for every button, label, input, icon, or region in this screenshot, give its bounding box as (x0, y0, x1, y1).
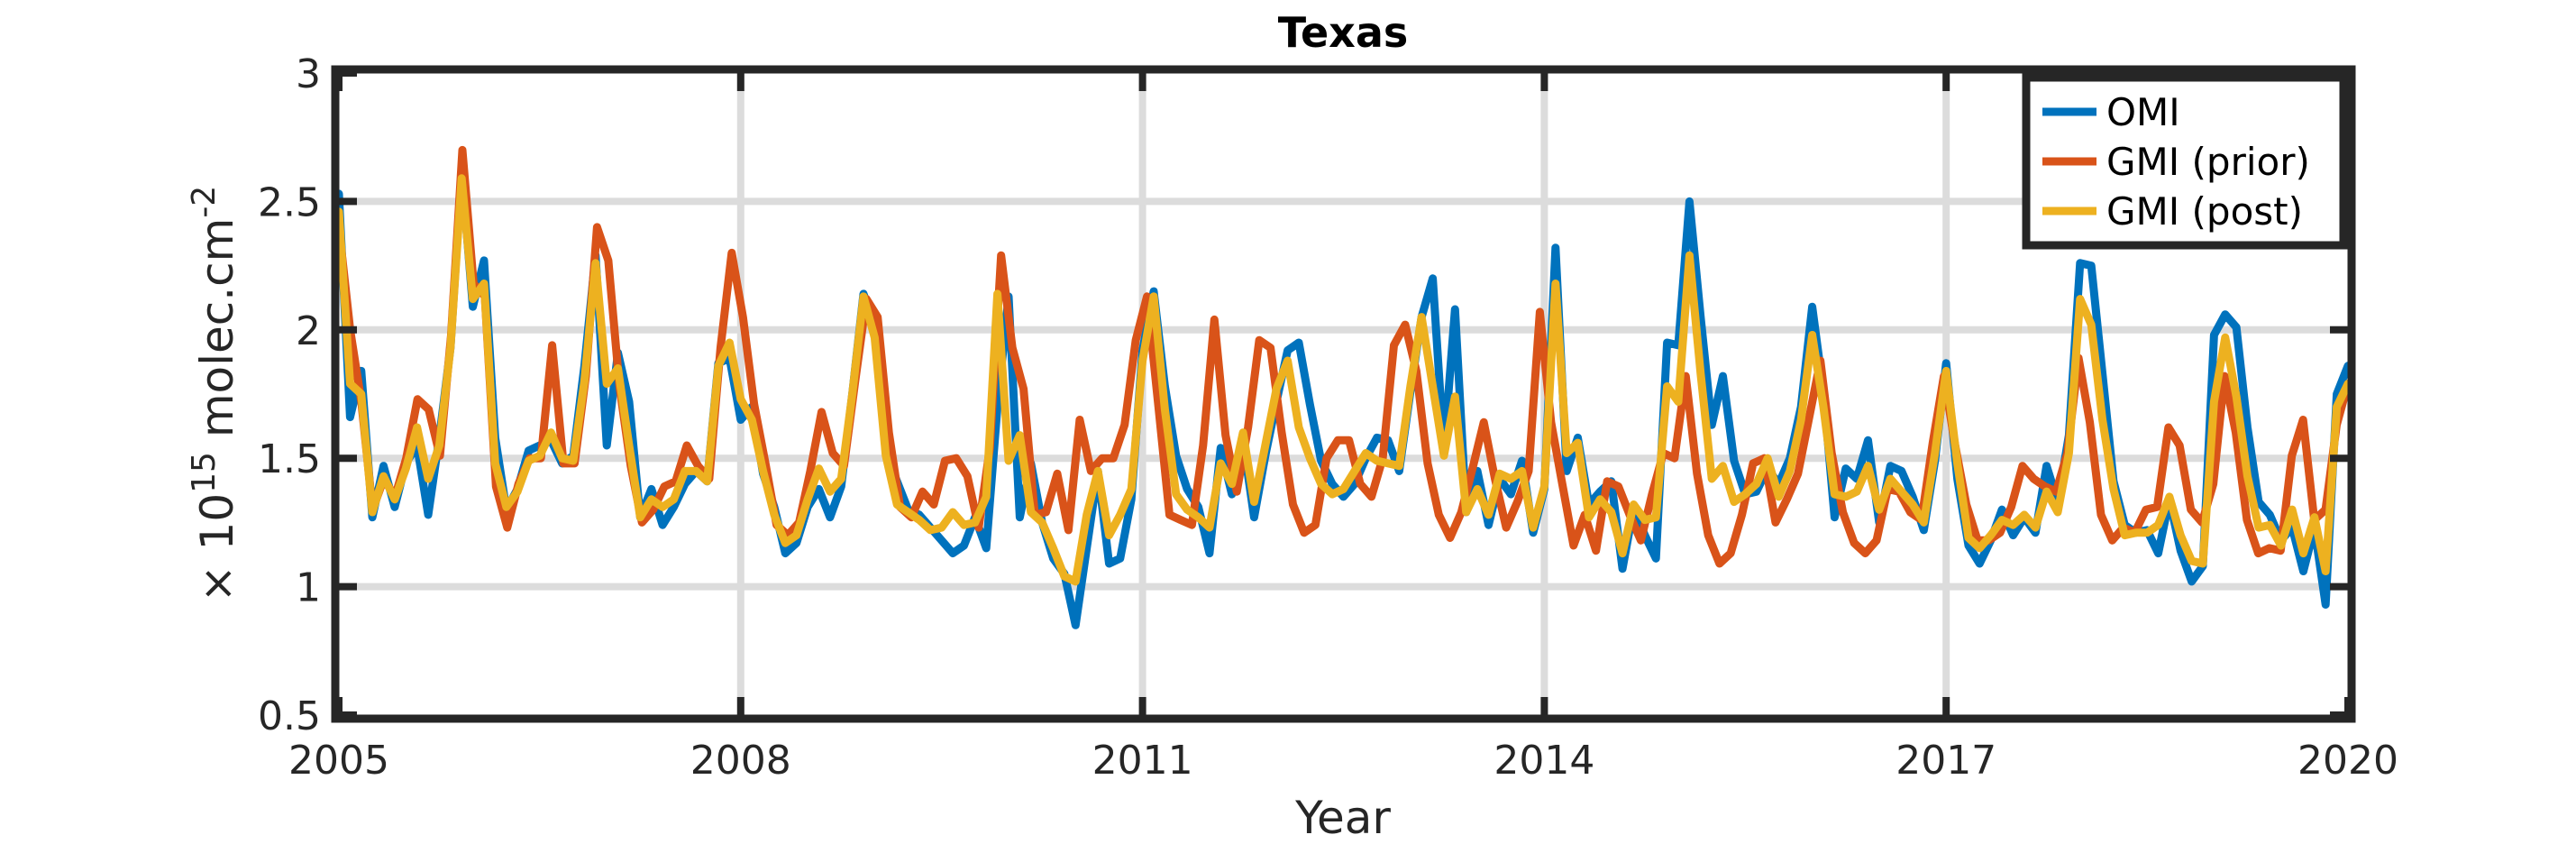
y-tick-label: 0.5 (258, 693, 321, 739)
series-line-omi (334, 166, 2352, 629)
legend-label: OMI (2106, 90, 2180, 134)
x-tick-label: 2020 (2297, 738, 2398, 784)
plot-frame (331, 65, 2356, 723)
y-tick-label: 2.5 (258, 179, 321, 225)
y-tick-label: 1 (296, 565, 321, 611)
x-tick-label: 2011 (1092, 738, 1193, 784)
series-line-gmi-prior (334, 145, 2352, 568)
x-tick-labels: 2005 2008 2011 2014 2017 2020 (288, 738, 2398, 784)
y-tick-label: 3 (296, 51, 321, 97)
series-line-gmi-post (334, 174, 2352, 586)
y-axis-label-unit-exp: -2 (186, 186, 223, 218)
chart-title: Texas (1278, 8, 1409, 57)
ticks (335, 69, 2352, 719)
y-axis-label-exp: 15 (186, 452, 223, 493)
y-tick-labels: 0.5 1 1.5 2 2.5 3 (258, 51, 321, 739)
legend-entries: OMI GMI (prior) GMI (post) (2042, 90, 2310, 234)
legend-label: GMI (prior) (2106, 140, 2310, 184)
x-tick-label: 2008 (690, 738, 791, 784)
y-axis-label-prefix: × 10 (191, 493, 243, 602)
legend-label: GMI (post) (2106, 189, 2303, 234)
x-tick-label: 2005 (288, 738, 389, 784)
legend: OMI GMI (prior) GMI (post) (2022, 73, 2348, 250)
y-tick-label: 2 (296, 308, 321, 354)
x-axis-label: Year (1294, 792, 1391, 844)
y-tick-label: 1.5 (258, 436, 321, 482)
grid (339, 73, 2348, 715)
y-axis-label-unit: molec.cm (191, 218, 243, 452)
series-layer (334, 145, 2352, 629)
x-tick-label: 2017 (1895, 738, 1996, 784)
x-tick-label: 2014 (1494, 738, 1594, 784)
y-axis-label: × 1015 molec.cm-2 (186, 186, 243, 603)
